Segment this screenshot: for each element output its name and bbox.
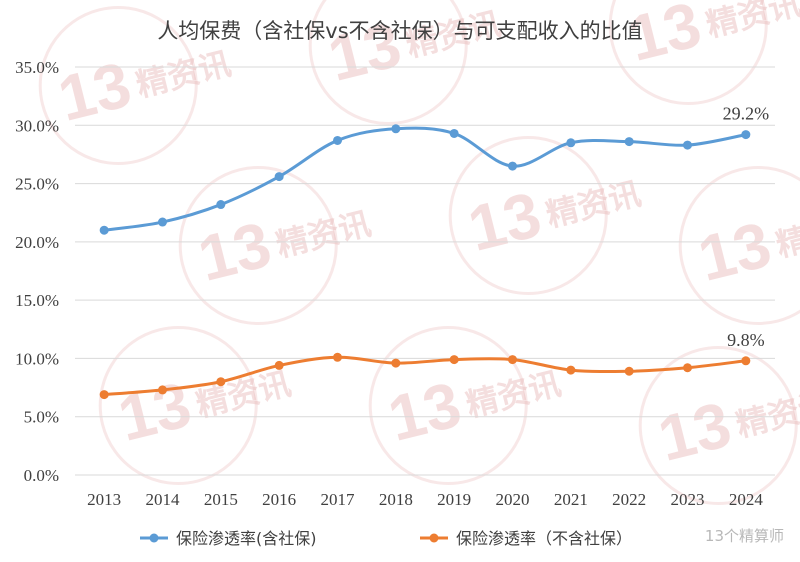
x-tick-label: 2014: [146, 490, 181, 509]
legend: 保险渗透率(含社保) 保险渗透率（不含社保）: [140, 529, 632, 548]
data-point: [274, 360, 284, 370]
series-line-2: [102, 355, 748, 397]
watermark-text: 精资讯: [193, 365, 295, 423]
y-tick-label: 0.0%: [24, 466, 59, 485]
data-point: [449, 355, 459, 365]
legend-label: 保险渗透率(含社保): [176, 529, 317, 548]
data-point: [274, 172, 284, 182]
y-tick-label: 30.0%: [15, 116, 59, 135]
data-point: [566, 138, 576, 148]
watermark-number: 13: [381, 368, 467, 455]
watermark-text: 精资讯: [463, 365, 565, 423]
data-point: [449, 128, 459, 138]
x-tick-label: 2013: [87, 490, 121, 509]
data-point: [216, 200, 226, 210]
legend-marker: [429, 533, 439, 543]
chart-title: 人均保费（含社保vs不含社保）与可支配收入的比值: [157, 19, 642, 43]
data-point: [683, 140, 692, 150]
watermark-number: 13: [321, 8, 407, 95]
data-point: [216, 377, 226, 387]
watermark-ring: [678, 165, 800, 325]
watermark-text: 精资讯: [733, 385, 800, 443]
data-point: [333, 352, 342, 362]
data-point: [741, 130, 751, 140]
watermark-number: 13: [691, 208, 777, 295]
x-tick-label: 2019: [437, 490, 471, 509]
data-point: [158, 217, 167, 227]
data-label: 9.8%: [727, 330, 765, 350]
legend-label: 保险渗透率（不含社保）: [456, 529, 632, 548]
x-tick-label: 2018: [379, 490, 413, 509]
watermark-text: 精资讯: [703, 0, 800, 43]
footer-watermark: 13个精算师: [705, 527, 784, 545]
data-point: [508, 161, 517, 171]
y-tick-label: 25.0%: [15, 175, 59, 194]
watermark-ring: [368, 325, 528, 485]
data-point: [333, 135, 342, 145]
x-tick-label: 2020: [496, 490, 530, 509]
watermark-ring: [638, 345, 798, 505]
data-point: [391, 358, 401, 368]
y-tick-label: 10.0%: [15, 349, 59, 368]
series-line-1: [102, 126, 748, 232]
data-point: [158, 385, 167, 395]
watermark-ring: [608, 0, 768, 105]
x-axis: 2013 2014 2015 2016 2017 2018 2019 2020 2021 2022…: [87, 490, 763, 509]
y-tick-label: 20.0%: [15, 233, 59, 252]
x-tick-label: 2024: [729, 490, 764, 509]
legend-marker: [149, 533, 159, 543]
watermark-number: 13: [651, 388, 737, 475]
data-point: [99, 390, 109, 400]
x-tick-label: 2023: [671, 490, 705, 509]
watermark-ring: [98, 325, 258, 485]
x-tick-label: 2022: [612, 490, 646, 509]
data-point: [741, 356, 751, 366]
watermark-number: 13: [51, 48, 137, 135]
x-tick-label: 2021: [554, 490, 588, 509]
y-tick-label: 15.0%: [15, 291, 59, 310]
x-tick-label: 2017: [321, 490, 356, 509]
data-point: [624, 137, 634, 147]
data-label: 29.2%: [723, 104, 770, 124]
data-point: [624, 366, 634, 376]
x-tick-label: 2016: [262, 490, 296, 509]
y-tick-label: 35.0%: [15, 58, 59, 77]
data-point: [566, 365, 576, 375]
watermark-text: 精资讯: [133, 45, 235, 103]
data-point: [683, 363, 692, 373]
y-tick-label: 5.0%: [24, 408, 59, 427]
watermark-ring: [308, 0, 468, 125]
x-tick-label: 2015: [204, 490, 238, 509]
watermark-number: 13: [191, 208, 277, 295]
watermark-text: 精资讯: [273, 205, 375, 263]
data-point: [99, 225, 109, 235]
watermark-number: 13: [461, 178, 547, 265]
series-layer: 29.2% 9.8%: [99, 104, 770, 400]
data-point: [391, 124, 401, 134]
watermark-ring: [178, 165, 338, 325]
watermark-number: 13: [111, 368, 197, 455]
gridlines: [75, 66, 775, 476]
watermark-ring: [448, 135, 608, 295]
y-axis: 0.0% 5.0% 10.0% 15.0% 20.0% 25.0% 30.0% 35.0%: [15, 58, 59, 485]
data-point: [508, 355, 517, 365]
watermark-text: 精资讯: [773, 205, 800, 263]
